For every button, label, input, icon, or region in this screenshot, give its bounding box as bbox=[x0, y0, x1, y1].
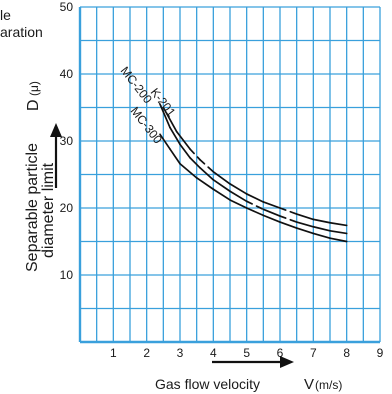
x-tick-label: 6 bbox=[277, 346, 284, 360]
x-tick-label: 5 bbox=[243, 346, 250, 360]
series-line bbox=[162, 106, 348, 227]
series-segment bbox=[199, 158, 215, 173]
y-axis-label-symbol: D bbox=[25, 99, 42, 111]
series-segment bbox=[229, 190, 248, 203]
series-segment bbox=[329, 237, 348, 243]
y-tick-label: 20 bbox=[60, 201, 74, 215]
x-axis-label-symbol: V bbox=[304, 376, 314, 393]
series-line bbox=[159, 103, 348, 235]
series-segment bbox=[169, 148, 181, 165]
series-segment bbox=[245, 193, 265, 203]
series-segment bbox=[329, 221, 348, 227]
series-segment bbox=[295, 227, 315, 235]
x-axis-label-text: Gas flow velocity bbox=[155, 376, 260, 392]
series-segment bbox=[162, 106, 178, 133]
x-axis-arrow bbox=[212, 356, 294, 368]
series-segment bbox=[212, 188, 231, 201]
x-axis-label-unit: (m/s) bbox=[315, 378, 342, 392]
y-axis-label-unit: (μ) bbox=[27, 81, 41, 96]
series-segment bbox=[279, 215, 298, 223]
series-segment bbox=[199, 166, 215, 181]
series-segment bbox=[229, 199, 248, 209]
series-segment bbox=[189, 148, 201, 161]
x-tick-labels: 1 2 3 4 5 6 7 8 9 bbox=[110, 346, 384, 360]
series-segment bbox=[159, 103, 171, 129]
series-segment bbox=[295, 221, 315, 228]
y-tick-label: 40 bbox=[60, 67, 74, 81]
series-segment bbox=[195, 177, 215, 191]
series-segment bbox=[212, 179, 231, 193]
y-tick-label: 30 bbox=[60, 134, 74, 148]
series-segment bbox=[329, 229, 348, 235]
y-axis-label-line1: Separable particle bbox=[24, 143, 41, 272]
series-segment bbox=[262, 214, 281, 223]
series-segment bbox=[245, 200, 265, 211]
y-axis-label-line2: diameter limit bbox=[40, 162, 57, 258]
x-tick-label: 3 bbox=[177, 346, 184, 360]
x-tick-label: 1 bbox=[110, 346, 117, 360]
series-segment bbox=[212, 170, 231, 185]
header-text-line2: aration bbox=[0, 24, 43, 40]
series-segment bbox=[175, 130, 191, 150]
series-lines bbox=[159, 103, 348, 243]
series-line bbox=[159, 133, 348, 243]
series-segment bbox=[262, 201, 281, 209]
x-tick-label: 2 bbox=[143, 346, 150, 360]
series-segment bbox=[245, 207, 265, 217]
series-segment bbox=[179, 162, 198, 179]
series-segment bbox=[312, 232, 331, 239]
series-segment bbox=[159, 133, 171, 150]
y-tick-label: 10 bbox=[60, 268, 74, 282]
series-segment bbox=[229, 183, 248, 195]
grid-lines bbox=[78, 6, 381, 344]
x-tick-label: 8 bbox=[343, 346, 350, 360]
y-tick-label: 50 bbox=[60, 0, 74, 14]
x-tick-label: 9 bbox=[377, 346, 384, 360]
x-tick-label: 7 bbox=[310, 346, 317, 360]
series-segment bbox=[279, 207, 298, 215]
series-segment bbox=[262, 208, 281, 217]
series-segment bbox=[169, 126, 181, 146]
y-axis-arrow bbox=[50, 123, 62, 188]
x-tick-label: 4 bbox=[210, 346, 217, 360]
series-segment bbox=[295, 213, 315, 221]
y-tick-labels: 10 20 30 40 50 bbox=[60, 0, 74, 282]
series-segment bbox=[279, 221, 298, 229]
y-axis-label: Separable particle diameter limit D (μ) bbox=[24, 81, 57, 272]
x-axis-label: Gas flow velocity V (m/s) bbox=[155, 376, 342, 393]
series-segment bbox=[189, 156, 201, 169]
series-segment bbox=[312, 218, 331, 224]
header-text-line1: le bbox=[0, 7, 11, 23]
series-segment bbox=[312, 225, 331, 232]
series-segment bbox=[179, 143, 191, 159]
